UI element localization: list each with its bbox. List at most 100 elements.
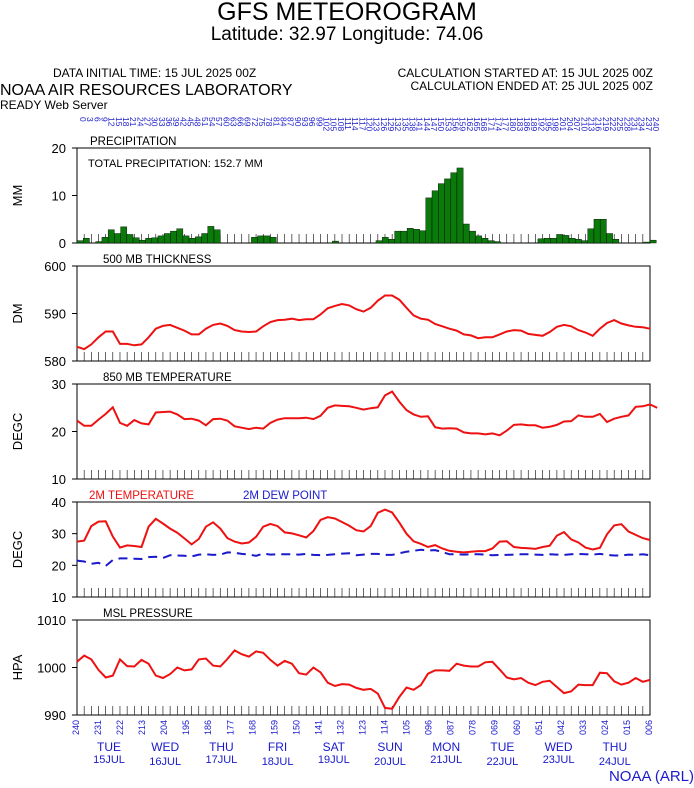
date-label: 23JUL [543,754,575,766]
bottom-hour-label: 231 [93,720,103,735]
y-tick-label: 1000 [37,661,66,676]
top-hour-label: 48 [193,117,203,127]
top-hour-label: 213 [587,117,597,131]
bottom-hour-label: 213 [137,720,147,735]
precip-bar [562,235,570,244]
bottom-hour-label: 105 [402,720,412,735]
y-axis-label: HPA [10,654,25,680]
top-hour-label: 39 [171,117,181,127]
day-label: FRI [268,740,287,754]
date-label: 18JUL [262,756,294,768]
bottom-hour-label: 159 [269,720,279,735]
panel-frame [76,501,651,598]
precip-bar [494,241,501,244]
top-hour-label: 192 [536,117,546,131]
date-label: 24JUL [599,756,631,768]
top-hour-label: 240 [651,117,661,131]
top-hour-label: 141 [415,117,425,131]
day-label: THU [209,740,234,754]
precip-bar [145,238,152,244]
precip-bar [556,234,564,244]
bottom-hour-label: 060 [512,720,522,735]
panel-title: PRECIPITATION [90,136,176,148]
server-name: READY Web Server [0,98,108,112]
top-hour-label: 234 [637,117,647,131]
bottom-hour-label: 222 [115,720,125,735]
top-hour-label: 144 [422,117,432,131]
bottom-hour-label: 123 [358,720,368,735]
panel-frame [76,383,651,480]
y-axis-label: DM [10,303,25,323]
precip-bar [375,240,383,244]
bottom-hour-label: 114 [380,720,390,734]
y-tick-label: 600 [44,259,66,274]
bottom-hour-label: 006 [644,720,654,735]
precip-bar [413,229,420,244]
top-hour-label: 66 [236,117,246,127]
top-hour-label: 222 [608,117,618,131]
panel-title: MSL PRESSURE [103,608,193,620]
y-tick-label: 590 [44,307,66,322]
top-hour-label: 96 [307,117,317,127]
top-hour-label: 108 [336,117,346,131]
day-label: SAT [323,740,346,754]
top-hour-label: 36 [164,117,174,127]
top-hour-label: 165 [472,117,482,131]
top-hour-label: 156 [450,117,460,131]
y-tick-label: 20 [52,141,66,156]
top-hour-label: 237 [644,117,654,131]
panel-frame [76,619,651,716]
bottom-hour-label: 078 [468,720,478,735]
precip-bar [126,234,134,244]
y-tick-label: 990 [44,708,66,723]
precip-bar [251,237,258,244]
top-hour-label: 42 [178,117,188,127]
precip-bar [188,238,196,244]
top-hour-label: 186 [522,117,532,131]
temperature-line [76,508,651,554]
date-label: 17JUL [206,754,238,766]
bottom-hour-label: 051 [534,720,544,735]
precip-bar [487,240,495,244]
top-hour-label: 81 [271,117,281,127]
top-hour-label: 129 [386,117,396,131]
y-tick-label: 30 [52,527,66,542]
top-hour-label: 54 [207,117,217,127]
legend-dewpoint: 2M DEW POINT [243,490,327,502]
top-hour-label: 153 [443,117,453,131]
precip-bar [469,230,476,244]
panel-frame [76,265,651,362]
dewpoint-line [76,548,651,568]
top-hour-label: 162 [465,117,475,131]
day-label: MON [432,740,460,754]
top-hour-label: 9 [99,117,109,122]
top-hour-label: 111 [343,117,353,130]
top-hour-label: 219 [601,117,611,131]
precip-bar [120,226,128,244]
bottom-hour-label: 141 [313,720,323,735]
precip-bar [587,228,595,244]
date-label: 16JUL [149,756,181,768]
precip-bar [213,229,221,244]
precip-bar [568,238,576,244]
bottom-hour-label: 096 [424,720,434,735]
top-hour-label: 132 [393,117,403,131]
precip-bar [83,238,90,244]
bottom-hour-label: 186 [203,720,213,735]
precip-bar [438,183,445,244]
precip-bar [182,235,190,244]
top-hour-label: 0 [78,117,88,122]
y-axis-label: MM [10,185,25,207]
top-hour-label: 102 [322,117,332,131]
top-hour-label: 75 [257,117,267,127]
series-line [76,649,651,710]
top-hour-label: 174 [493,117,503,131]
bottom-hour-label: 069 [490,720,500,735]
top-hour-label: 57 [214,117,224,127]
precip-bar [101,237,109,244]
top-hour-label: 123 [372,117,382,131]
top-hour-label: 93 [300,117,310,127]
date-label: 21JUL [430,754,462,766]
precip-bar [114,233,121,244]
